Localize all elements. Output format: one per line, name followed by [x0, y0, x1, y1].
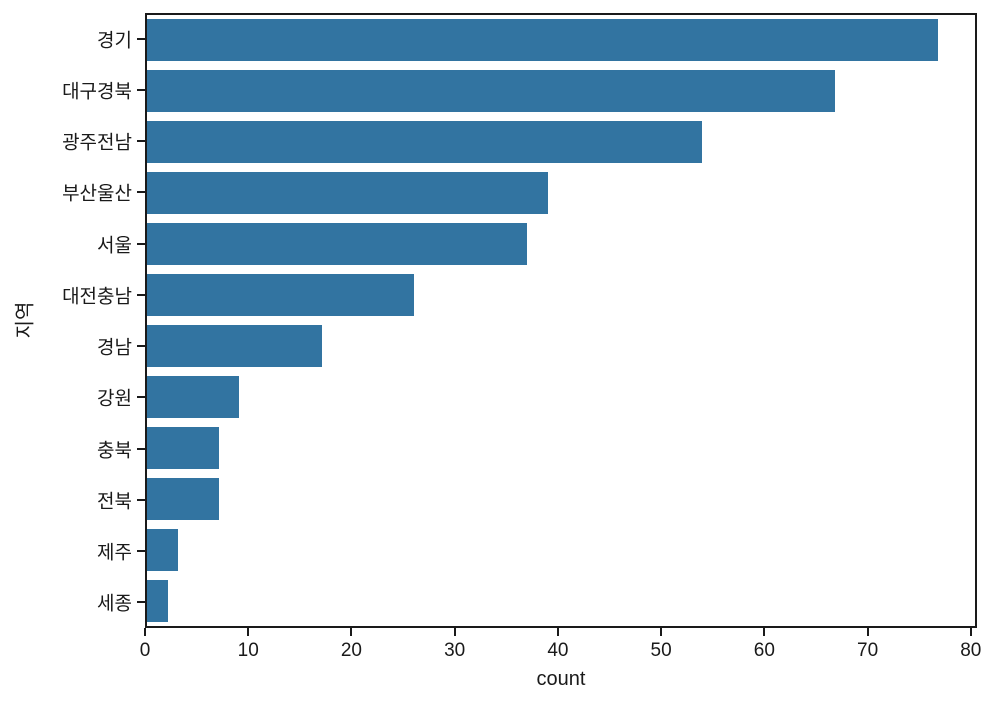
x-tick [866, 628, 869, 636]
bar-제주 [147, 528, 178, 571]
x-tick-label: 30 [444, 640, 466, 661]
x-tick-label: 80 [960, 640, 982, 661]
y-tick [137, 498, 145, 501]
y-tick [137, 191, 145, 194]
bar-경기 [147, 19, 939, 62]
bar-세종 [147, 579, 168, 622]
bar-row [147, 321, 975, 372]
y-tick [137, 37, 145, 40]
bar-전북 [147, 477, 219, 520]
y-tick-label: 광주전남 [62, 132, 132, 154]
bar-광주전남 [147, 121, 702, 164]
y-tick-label: 대구경북 [62, 81, 132, 103]
y-tick-label: 경남 [97, 337, 132, 359]
bar-row [147, 473, 975, 524]
y-tick-label: 서울 [97, 235, 132, 257]
y-tick [137, 88, 145, 91]
bar-row [147, 575, 975, 626]
bar-row [147, 524, 975, 575]
x-tick [350, 628, 353, 636]
y-tick-label: 부산울산 [62, 183, 132, 205]
y-tick [137, 447, 145, 450]
x-tick [763, 628, 766, 636]
x-axis-label: count [536, 668, 586, 690]
bar-대전충남 [147, 274, 415, 317]
x-tick [556, 628, 559, 636]
y-tick-label: 전북 [97, 491, 132, 513]
bar-row [147, 371, 975, 422]
x-tick-label: 60 [753, 640, 775, 661]
y-tick [137, 601, 145, 604]
bar-대구경북 [147, 70, 836, 113]
x-tick-label: 10 [237, 640, 259, 661]
y-tick-label: 충북 [97, 440, 132, 462]
x-tick [144, 628, 146, 636]
x-tick [247, 628, 250, 636]
y-tick [137, 293, 145, 296]
y-tick-label: 강원 [97, 388, 132, 410]
bar-row [147, 270, 975, 321]
bar-서울 [147, 223, 528, 266]
y-tick-label: 제주 [97, 542, 132, 564]
bar-충북 [147, 426, 219, 469]
x-tick-label: 70 [857, 640, 879, 661]
x-tick [453, 628, 456, 636]
bar-row [147, 168, 975, 219]
x-tick-label: 0 [139, 640, 151, 661]
bar-row [147, 66, 975, 117]
bar-경남 [147, 324, 322, 367]
bar-row [147, 117, 975, 168]
y-tick [137, 242, 145, 245]
y-tick [137, 140, 145, 143]
x-tick [969, 628, 972, 636]
y-tick-label: 경기 [97, 30, 132, 52]
y-tick [137, 345, 145, 348]
y-tick [137, 550, 145, 553]
bar-row [147, 422, 975, 473]
x-tick [660, 628, 663, 636]
plot-area [145, 13, 977, 628]
y-axis-label: 지역 [14, 301, 37, 339]
bar-강원 [147, 375, 240, 418]
bar-row [147, 219, 975, 270]
x-tick-label: 40 [547, 640, 569, 661]
bar-row [147, 15, 975, 66]
y-tick-label: 세종 [97, 593, 132, 615]
x-tick-label: 50 [650, 640, 672, 661]
bar-부산울산 [147, 172, 548, 215]
y-tick [137, 396, 145, 399]
y-tick-label: 대전충남 [62, 286, 132, 308]
x-tick-label: 20 [340, 640, 363, 661]
